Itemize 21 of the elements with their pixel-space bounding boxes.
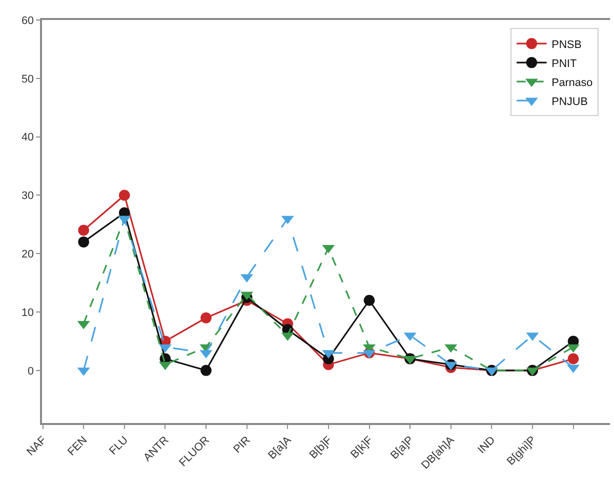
point (78, 224, 90, 236)
point (200, 364, 212, 376)
x-tick-label: FLU (107, 434, 130, 458)
x-tick-label: IND (476, 434, 498, 456)
y-tick-label: 50 (22, 73, 34, 86)
y-tick-label: 20 (22, 248, 34, 260)
legend-label: PNJUB (552, 96, 588, 108)
y-tick-label: 40 (22, 132, 34, 144)
y-tick-label: 10 (22, 306, 34, 319)
point (568, 353, 579, 364)
legend-label: PNIT (552, 58, 577, 70)
y-tick-label: 0 (28, 365, 34, 378)
y-tick-label: 30 (22, 190, 34, 202)
point (78, 236, 90, 248)
y-tick-label: 60 (22, 14, 34, 27)
point (118, 190, 130, 201)
legend-label: Parnaso (552, 76, 593, 89)
point (364, 294, 375, 306)
point (200, 312, 212, 324)
legend-label: PNSB (552, 38, 582, 51)
x-tick-label: PIR (231, 434, 253, 456)
